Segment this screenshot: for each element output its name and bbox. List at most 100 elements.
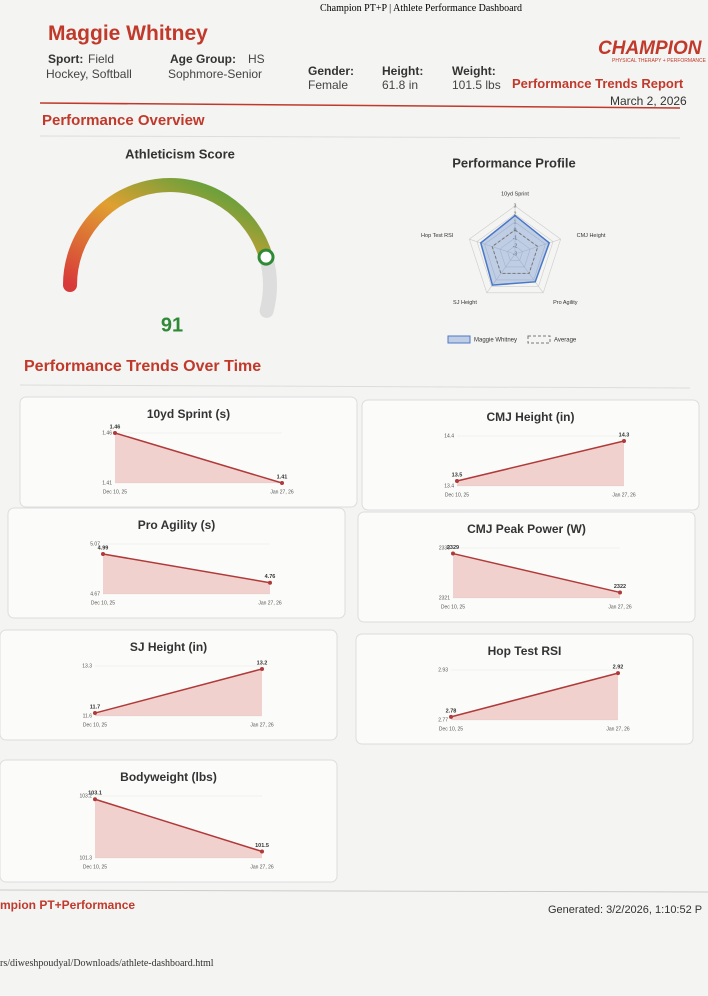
value-label: 101.5 [255,843,269,849]
grid-line [484,221,546,281]
value-label: 4.99 [98,545,109,551]
point [451,551,455,556]
x-tick-label: Jan 27, 26 [608,604,632,610]
logo-sub: PHYSICAL THERAPY + PERFORMANCE [612,58,706,64]
logo: CHAMPION [598,38,702,59]
point [113,431,117,435]
header-rule [39,102,681,109]
x-tick-label: Jan 27, 26 [250,722,274,728]
section-rule [39,135,681,139]
radar-area [491,229,539,274]
area [451,673,618,720]
chart-title: CMJ Peak Power (W) [467,522,586,536]
value-label: 1.41 [277,474,288,480]
chart-title: Pro Agility (s) [138,518,216,532]
field-value: 101.5 lbs [452,78,501,92]
value-label: 11.7 [90,705,100,711]
gauge-knob [257,248,275,266]
value-label: 2329 [447,545,459,551]
point [455,479,459,483]
x-tick-label: Jan 27, 26 [258,600,282,606]
field-value: Field Hockey, Softball [46,52,132,81]
section-title: Performance Overview [42,112,205,129]
y-tick-label: 5.07 [90,541,100,547]
field-value: Female [308,78,349,92]
axis-label: CMJ Height [577,233,606,239]
line [450,672,619,718]
value-label: 2.92 [613,665,624,671]
print-header: Champion PT+P | Athlete Performance Dash… [320,3,522,14]
line [94,798,263,853]
chart-title: Hop Test RSI [488,644,562,658]
point [93,797,97,802]
value-label: 2.78 [446,708,457,714]
y-tick-label: 1.46 [102,430,112,436]
point [449,714,453,719]
x-tick-label: Dec 10, 25 [91,600,115,606]
report-date: March 2, 2026 [610,94,687,108]
chart-title: 10yd Sprint (s) [147,407,230,421]
point [280,481,284,485]
grid-line [499,237,531,268]
y-tick-label: 103.2 [79,793,92,799]
field-label: Weight: [452,64,496,78]
value-label: 103.1 [88,791,102,797]
y-tick-label: 13.3 [82,663,92,669]
point [268,580,272,585]
chart-title: SJ Height (in) [130,640,207,654]
x-tick-label: Dec 10, 25 [83,864,107,870]
y-tick-label: 13.4 [444,483,454,489]
axis-label: Hop Test RSI [421,233,454,239]
value-label: 13.2 [257,660,268,666]
value-label: 14.3 [619,432,630,438]
legend-label: Maggie Whitney [474,338,517,344]
x-tick-label: Jan 27, 26 [250,864,274,870]
line [456,440,625,482]
y-tick-label: 2321 [439,595,450,601]
x-tick-label: Dec 10, 25 [103,489,127,495]
value-label: 13.5 [452,472,463,478]
point [618,590,622,595]
point [93,711,97,716]
x-tick-label: Jan 27, 26 [612,492,636,498]
generated: Generated: 3/2/2026, 1:10:52 P [548,904,703,916]
section-rule [19,384,691,389]
axis-label: Pro Agility [553,300,578,306]
x-tick-label: Dec 10, 25 [441,604,465,610]
legend-swatch [527,335,551,344]
chart-title: Bodyweight (lbs) [120,770,217,784]
y-tick-label: 2330 [439,545,450,551]
x-tick-label: Dec 10, 25 [445,492,469,498]
chart-title: CMJ Height (in) [487,410,575,424]
area [103,554,270,594]
line [102,553,271,584]
gauge-track [63,178,277,318]
x-tick-label: Jan 27, 26 [270,489,294,495]
value-label: 4.76 [265,574,276,580]
line [94,668,263,714]
value-label: 2322 [614,584,626,590]
gauge-arc [63,178,274,292]
field-label: Age Group: [170,52,236,66]
axis-spoke [514,238,561,255]
report-title: Performance Trends Report [512,76,684,91]
athlete-name: Maggie Whitney [48,22,208,45]
chart-title: Athleticism Score [125,146,235,161]
x-tick-label: Dec 10, 25 [439,726,463,732]
chart-title: Performance Profile [452,155,576,170]
x-tick-label: Jan 27, 26 [606,726,630,732]
field-label: Gender: [308,64,355,78]
gauge-value: 91 [161,314,183,336]
legend-swatch [447,335,471,344]
field-label: Height: [382,64,424,78]
x-tick-label: Dec 10, 25 [83,722,107,728]
axis-label: 10yd Sprint [501,191,529,197]
footer-rule [0,889,708,893]
area [453,553,620,598]
grid-line [507,245,523,261]
area [95,799,262,858]
grid-line [468,205,562,294]
y-tick-label: 4.67 [90,591,100,597]
point [101,552,105,556]
